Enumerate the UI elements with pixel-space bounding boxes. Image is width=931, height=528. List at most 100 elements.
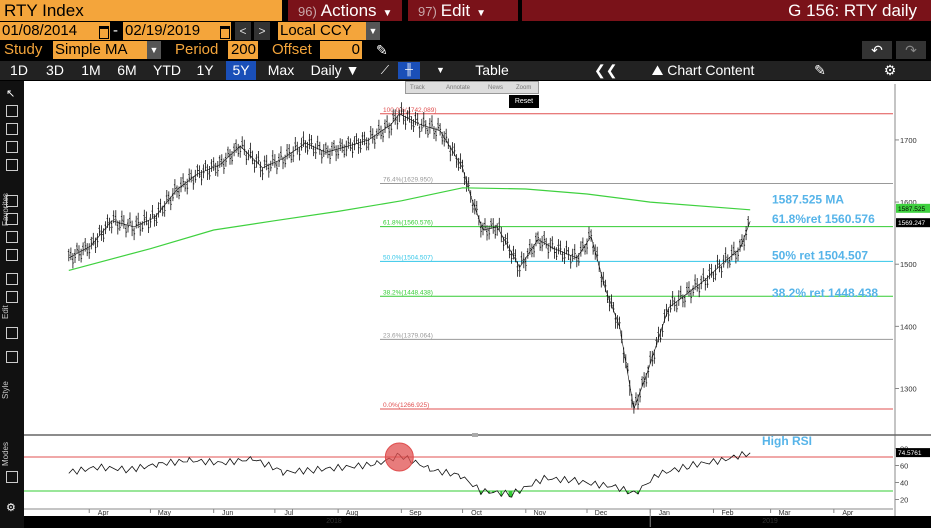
rsi-y-tick-label: 40: [900, 479, 908, 488]
chart-icon: ⛰: [651, 62, 664, 78]
fib-level-label: 38.2%(1448.438): [383, 289, 433, 296]
x-tick-label: Jan: [659, 510, 670, 517]
y-tick-label: 1700: [900, 136, 917, 145]
range-max[interactable]: Max: [267, 62, 295, 78]
actions-label: Actions: [320, 1, 377, 20]
range-ytd[interactable]: YTD: [153, 62, 181, 78]
reset-button[interactable]: Reset: [509, 95, 539, 108]
edit-menu-button[interactable]: 97) Edit ▼: [408, 0, 518, 21]
calendar-icon[interactable]: [96, 22, 110, 40]
offset-label: Offset: [272, 41, 312, 58]
crosshair-icon[interactable]: [6, 291, 18, 303]
shape-tool-icon[interactable]: [6, 249, 18, 261]
caret-down-icon: ▼: [382, 8, 393, 19]
prev-period-icon[interactable]: <: [235, 22, 251, 40]
line-tool-icon[interactable]: [6, 195, 18, 207]
y-tick-label: 1600: [900, 198, 917, 207]
calendar-icon[interactable]: [217, 22, 231, 40]
x-tick-label: Aug: [346, 510, 359, 517]
actions-menu-button[interactable]: 96) Actions ▼: [288, 0, 402, 21]
chart-type-dropdown-icon[interactable]: ▼: [436, 65, 445, 75]
rsi-y-tick-label: 20: [900, 496, 908, 505]
study-label: Study: [4, 41, 43, 58]
ma-value-badge: [896, 203, 930, 213]
x-tick-label: Apr: [842, 510, 854, 517]
mini-toolbar: Track Annotate News Zoom: [405, 81, 539, 94]
chart-annotation: 61.8%ret 1560.576: [772, 212, 875, 226]
rsi-annotation: High RSI: [762, 434, 812, 448]
ohlc-bar-icon[interactable]: ╫: [398, 62, 420, 79]
chart-content-button[interactable]: ⛰ Chart Content: [644, 61, 762, 80]
channel-tool-icon[interactable]: [6, 213, 18, 225]
collapse-icon[interactable]: ❮❮: [594, 62, 618, 78]
fib-level-label: 76.4%(1629.950): [383, 176, 433, 183]
study-select[interactable]: Simple MA: [53, 41, 147, 59]
last-price-label: 1569.247: [898, 220, 925, 227]
color-tool-icon[interactable]: [6, 351, 18, 363]
range-1y[interactable]: 1Y: [196, 62, 214, 78]
arrow-tool-icon[interactable]: [6, 273, 18, 285]
table-button[interactable]: Table: [475, 62, 509, 78]
x-tick-label: Sep: [409, 510, 422, 517]
actions-shortcut: 96): [298, 4, 317, 19]
period-input[interactable]: 200: [228, 41, 258, 59]
year-label: 2018: [326, 518, 342, 525]
range-6m[interactable]: 6M: [117, 62, 137, 78]
study-dropdown-icon[interactable]: ▼: [147, 41, 161, 59]
text-tool-icon[interactable]: [6, 105, 18, 117]
period-label: Period: [175, 41, 219, 58]
x-tick-label: Dec: [595, 510, 608, 517]
range-5y[interactable]: 5Y: [226, 61, 256, 80]
security-field[interactable]: RTY Index: [0, 0, 282, 21]
y-tick-label: 1500: [900, 260, 917, 269]
range-1m[interactable]: 1M: [81, 62, 101, 78]
panel-divider-handle: [472, 433, 478, 437]
left-tool-panel: ↖ ⚙ Favorites Edit Style Modes: [0, 81, 24, 528]
edit-chart-icon[interactable]: ✎: [814, 62, 826, 78]
currency-select[interactable]: Local CCY: [278, 22, 366, 40]
x-tick-label: Feb: [721, 510, 733, 517]
end-date-field[interactable]: 02/19/2019: [123, 22, 217, 40]
track-tool[interactable]: Track: [410, 85, 425, 91]
chart-annotation: 50% ret 1504.507: [772, 249, 868, 263]
news-tool[interactable]: News: [488, 85, 504, 91]
annotate-tool[interactable]: Annotate: [446, 85, 471, 91]
range-1d[interactable]: 1D: [10, 62, 28, 78]
style-tool-icon[interactable]: [6, 471, 18, 483]
cursor-icon[interactable]: ↖: [6, 88, 16, 100]
window-title: G 156: RTY daily: [522, 0, 931, 21]
x-tick-label: Apr: [98, 510, 110, 517]
next-period-icon[interactable]: >: [254, 22, 270, 40]
chart-annotation: 38.2% ret 1448.438: [772, 286, 878, 300]
chart-annotation: 1587.525 MA: [772, 193, 844, 207]
zoom-tool[interactable]: Zoom: [516, 85, 532, 91]
dollar-tool-icon[interactable]: [6, 141, 18, 153]
fib-level-label: 50.0%(1504.507): [383, 254, 433, 261]
frequency-select[interactable]: Daily ▼: [310, 62, 360, 78]
settings-icon[interactable]: ⚙: [6, 502, 16, 514]
fib-level-label: 61.8%(1560.576): [383, 220, 433, 227]
start-date-field[interactable]: 01/08/2014: [0, 22, 96, 40]
range-3d[interactable]: 3D: [46, 62, 64, 78]
redo-icon[interactable]: ↷: [896, 41, 926, 59]
pencil-icon[interactable]: ✎: [376, 42, 388, 58]
frequency-label: Daily: [310, 62, 342, 78]
rsi-value-label: 74.5761: [898, 450, 922, 457]
gear-icon[interactable]: ⚙: [883, 62, 897, 78]
chart-area[interactable]: [24, 81, 895, 516]
offset-input[interactable]: 0: [320, 41, 362, 59]
fibonacci-tool-icon[interactable]: [6, 231, 18, 243]
edit-shortcut: 97): [418, 4, 437, 19]
currency-dropdown-icon[interactable]: ▼: [366, 22, 380, 40]
line-chart-icon[interactable]: ⟋: [380, 63, 390, 77]
annotation-tool-icon[interactable]: [6, 159, 18, 171]
percent-tool-icon[interactable]: [6, 123, 18, 135]
undo-icon[interactable]: ↶: [862, 41, 892, 59]
chart-content-label: Chart Content: [667, 62, 755, 78]
year-label: 2019: [762, 518, 778, 525]
x-tick-label: Oct: [471, 510, 482, 517]
y-tick-label: 1400: [900, 322, 917, 331]
x-tick-label: Mar: [779, 510, 792, 517]
zoom-tool-icon[interactable]: [6, 327, 18, 339]
